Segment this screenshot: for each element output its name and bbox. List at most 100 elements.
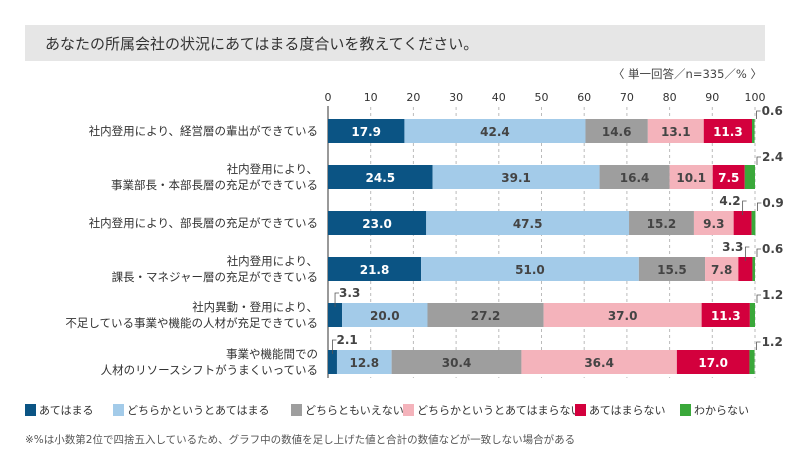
data-label: 9.3 — [703, 217, 724, 231]
legend-swatch — [291, 404, 302, 416]
data-label: 17.0 — [698, 356, 728, 370]
data-label: 11.3 — [711, 309, 741, 323]
legend-swatch — [680, 404, 691, 416]
bar-segment — [752, 119, 755, 143]
x-tick-label: 90 — [705, 91, 719, 104]
data-label: 3.3 — [339, 286, 360, 300]
leader-line — [334, 292, 340, 307]
bar-segment — [328, 165, 433, 189]
bar-segment — [328, 303, 343, 327]
bar-segment — [676, 350, 750, 374]
data-label: 17.9 — [351, 125, 381, 139]
data-label: 24.5 — [366, 171, 396, 185]
bar-segment — [751, 211, 756, 235]
category-label: 課長・マネジャー層の充足ができている — [112, 270, 318, 284]
data-label: 7.8 — [711, 263, 732, 277]
data-label: 51.0 — [515, 263, 545, 277]
leader-line — [756, 156, 761, 165]
category-label: 事業部長・本部長層の充足ができている — [111, 178, 318, 192]
bar-segment — [543, 303, 702, 327]
data-label: 37.0 — [608, 309, 638, 323]
data-label: 1.2 — [762, 335, 783, 349]
data-label: 20.0 — [370, 309, 400, 323]
data-label: 2.1 — [336, 333, 357, 347]
data-label: 13.1 — [661, 125, 691, 139]
legend-label: あてはまらない — [589, 404, 666, 417]
leader-line — [757, 202, 762, 211]
bar-segment — [647, 119, 704, 143]
data-label: 36.4 — [584, 356, 614, 370]
bar-segment — [328, 257, 422, 281]
x-tick-label: 30 — [449, 91, 463, 104]
x-tick-label: 10 — [364, 91, 378, 104]
data-label: 15.2 — [647, 217, 677, 231]
legend-swatch — [113, 404, 124, 416]
bar-segment — [701, 303, 750, 327]
bar-segment — [752, 257, 755, 281]
x-tick-label: 0 — [325, 91, 332, 104]
footnote: ※%は小数第2位で四捨五入しているため、グラフ中の数値を足し上げた値と合計の数値… — [25, 434, 576, 446]
leader-line — [742, 200, 747, 215]
bar-segment — [629, 211, 694, 235]
bar-segment — [432, 165, 600, 189]
data-label: 10.1 — [676, 171, 706, 185]
bar-segment — [521, 350, 677, 374]
bar-segment — [336, 350, 392, 374]
x-tick-label: 100 — [745, 91, 766, 104]
legend-label: どちらともいえない — [305, 404, 404, 417]
bar-segment — [328, 211, 427, 235]
chart-title: あなたの所属会社の状況にあてはまる度合いを教えてください。 — [45, 35, 479, 53]
data-label: 23.0 — [362, 217, 392, 231]
leader-line — [756, 341, 761, 350]
legend-swatch — [575, 404, 586, 416]
category-label: 不足している事業や機能の人材が充足できている — [65, 316, 318, 330]
data-label: 1.2 — [762, 288, 783, 302]
bar-segment — [749, 303, 755, 327]
bar-segment — [342, 303, 428, 327]
data-label: 4.2 — [719, 194, 740, 208]
x-tick-label: 20 — [406, 91, 420, 104]
bar-segment — [585, 119, 648, 143]
data-label: 0.9 — [762, 196, 783, 210]
legend-label: どちらかというとあてはまる — [127, 404, 270, 417]
bar-segment — [638, 257, 706, 281]
bar-segment — [712, 165, 745, 189]
data-label: 11.3 — [713, 125, 743, 139]
legend-label: どちらかというとあてはまらない — [417, 404, 582, 417]
leader-line — [744, 246, 750, 261]
data-label: 39.1 — [501, 171, 531, 185]
category-label: 事業や機能間での — [226, 347, 318, 361]
bar-segment — [404, 119, 586, 143]
category-label: 人材のリソースシフトがうまくいっている — [101, 363, 318, 377]
data-label: 15.5 — [657, 263, 687, 277]
bar-segment — [328, 350, 337, 374]
data-label: 3.3 — [722, 240, 743, 254]
data-label: 16.4 — [620, 171, 650, 185]
x-tick-label: 80 — [663, 91, 677, 104]
sample-note: 〈 単一回答／n=335／% 〉 — [612, 67, 762, 81]
category-label: 社内登用により、部長層の充足ができている — [89, 216, 318, 230]
category-label: 社内登用により、 — [227, 254, 318, 268]
legend-swatch — [25, 404, 36, 416]
data-label: 12.8 — [349, 356, 379, 370]
bar-segment — [421, 257, 639, 281]
data-label: 27.2 — [471, 309, 501, 323]
bar-segment — [328, 119, 405, 143]
x-tick-label: 40 — [492, 91, 506, 104]
bar-segment — [391, 350, 522, 374]
category-label: 社内登用により、 — [227, 162, 318, 176]
leader-line — [332, 339, 337, 354]
data-label: 30.4 — [442, 356, 472, 370]
x-tick-label: 50 — [535, 91, 549, 104]
bar-segment — [738, 257, 753, 281]
legend-swatch — [403, 404, 414, 416]
data-label: 42.4 — [480, 125, 510, 139]
data-label: 0.6 — [762, 242, 783, 256]
bar-segment — [749, 350, 755, 374]
legend-label: わからない — [694, 404, 749, 417]
data-label: 2.4 — [762, 150, 783, 164]
leader-line — [756, 248, 761, 257]
bar-segment — [426, 211, 630, 235]
